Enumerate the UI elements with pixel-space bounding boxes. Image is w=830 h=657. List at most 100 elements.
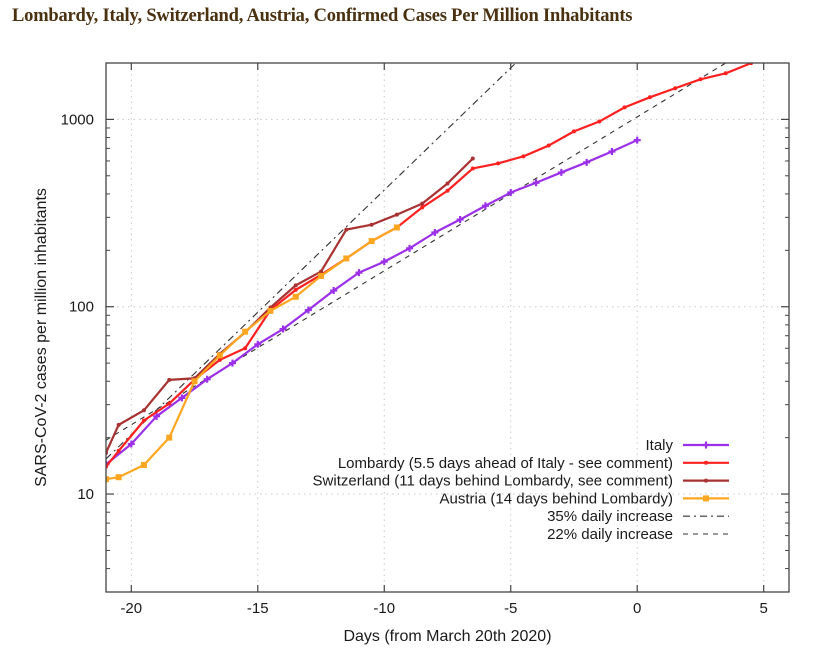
- data-point-lombardy: [571, 129, 576, 134]
- legend-item-trend-35pct: 35% daily increase: [547, 508, 729, 525]
- data-point-lombardy: [445, 188, 450, 193]
- data-point-lombardy: [521, 154, 526, 159]
- data-point-austria: [140, 461, 147, 468]
- data-point-lombardy: [141, 418, 146, 423]
- x-tick-label: 0: [633, 600, 641, 617]
- series-trend-35pct: [106, 63, 517, 460]
- legend-label: 35% daily increase: [547, 508, 673, 525]
- data-point-italy: [127, 440, 135, 448]
- x-tick-label: -15: [247, 600, 269, 617]
- y-tick-label: 10: [77, 486, 94, 503]
- data-point-italy: [583, 158, 591, 166]
- legend-marker: [702, 441, 710, 449]
- data-point-lombardy: [116, 448, 121, 453]
- data-point-switzerland: [344, 227, 349, 232]
- x-tick-label: 5: [760, 600, 768, 617]
- data-point-lombardy: [597, 119, 602, 124]
- x-tick-label: -20: [120, 600, 142, 617]
- data-point-italy: [153, 412, 161, 420]
- data-point-italy: [406, 244, 414, 252]
- series-line-italy: [106, 139, 638, 466]
- data-point-austria: [318, 272, 325, 279]
- page-title: Lombardy, Italy, Switzerland, Austria, C…: [12, 6, 633, 26]
- data-point-italy: [380, 258, 388, 266]
- data-point-italy: [279, 325, 287, 333]
- data-point-italy: [633, 136, 641, 144]
- legend-marker: [704, 460, 708, 465]
- data-point-switzerland: [293, 283, 298, 288]
- data-point-lombardy: [470, 166, 475, 171]
- legend-label: Italy: [645, 437, 673, 454]
- data-point-italy: [507, 189, 515, 197]
- y-tick-label: 1000: [61, 111, 94, 128]
- data-point-switzerland: [167, 377, 172, 382]
- data-point-italy: [456, 216, 464, 224]
- legend-item-lombardy: Lombardy (5.5 days ahead of Italy - see …: [338, 455, 729, 472]
- series-austria: [106, 224, 400, 483]
- legend-marker: [703, 495, 709, 502]
- series-line-trend-35pct: [106, 63, 517, 460]
- series-lombardy: [106, 63, 754, 469]
- data-point-austria: [166, 434, 173, 441]
- data-point-lombardy: [673, 86, 678, 91]
- data-point-switzerland: [319, 269, 324, 274]
- data-point-switzerland: [420, 201, 425, 206]
- data-point-lombardy: [167, 401, 172, 406]
- series-line-austria: [106, 226, 398, 481]
- x-axis-title: Days (from March 20th 2020): [343, 628, 551, 645]
- legend-label: Austria (14 days behind Lombardy): [440, 490, 673, 507]
- data-point-lombardy: [723, 71, 728, 76]
- legend-item-italy: Italy: [645, 437, 729, 454]
- data-point-italy: [355, 269, 363, 277]
- axis-ticks: -20 -15 -10 -5 0 5 10 100 1000: [61, 62, 789, 617]
- x-tick-label: -10: [373, 600, 395, 617]
- data-point-austria: [242, 328, 249, 335]
- series-line-lombardy: [106, 63, 752, 468]
- data-point-austria: [343, 255, 350, 262]
- data-point-lombardy: [698, 77, 703, 82]
- data-point-austria: [393, 224, 400, 231]
- legend-label: Switzerland (11 days behind Lombardy, se…: [313, 473, 673, 490]
- data-point-switzerland: [141, 408, 146, 413]
- data-point-italy: [203, 375, 211, 383]
- data-point-austria: [216, 352, 223, 359]
- data-point-italy: [330, 287, 338, 295]
- series-line-trend-22pct: [106, 63, 727, 441]
- data-point-lombardy: [243, 346, 248, 351]
- data-point-italy: [532, 179, 540, 187]
- plot-frame: [105, 62, 790, 593]
- data-point-lombardy: [496, 161, 501, 166]
- y-axis-title: SARS-CoV-2 cases per million inhabitants: [33, 188, 50, 487]
- data-point-austria: [106, 476, 109, 483]
- data-point-italy: [228, 359, 236, 367]
- data-point-switzerland: [369, 222, 374, 227]
- data-point-italy: [178, 394, 186, 402]
- data-point-italy: [557, 168, 565, 176]
- legend-marker: [704, 478, 708, 483]
- data-point-austria: [191, 378, 198, 385]
- grid: [106, 63, 789, 592]
- data-point-austria: [368, 238, 375, 245]
- data-point-austria: [267, 307, 274, 314]
- legend-item-switzerland: Switzerland (11 days behind Lombardy, se…: [313, 473, 729, 490]
- data-point-italy: [608, 147, 616, 155]
- legend-label: Lombardy (5.5 days ahead of Italy - see …: [338, 455, 673, 472]
- data-point-switzerland: [470, 156, 475, 161]
- legend-label: 22% daily increase: [547, 526, 673, 543]
- legend-item-trend-22pct: 22% daily increase: [547, 526, 729, 543]
- data-point-italy: [254, 340, 262, 348]
- data-point-switzerland: [116, 422, 121, 427]
- data-point-lombardy: [217, 357, 222, 362]
- series-line-switzerland: [106, 157, 474, 454]
- series-italy: [106, 136, 641, 468]
- data-point-lombardy: [622, 105, 627, 110]
- data-point-switzerland: [445, 181, 450, 186]
- data-point-lombardy: [647, 95, 652, 100]
- data-point-lombardy: [420, 205, 425, 210]
- legend-item-austria: Austria (14 days behind Lombardy): [440, 490, 729, 507]
- data-point-italy: [431, 229, 439, 237]
- y-tick-label: 100: [69, 299, 94, 316]
- series-trend-22pct: [106, 63, 727, 441]
